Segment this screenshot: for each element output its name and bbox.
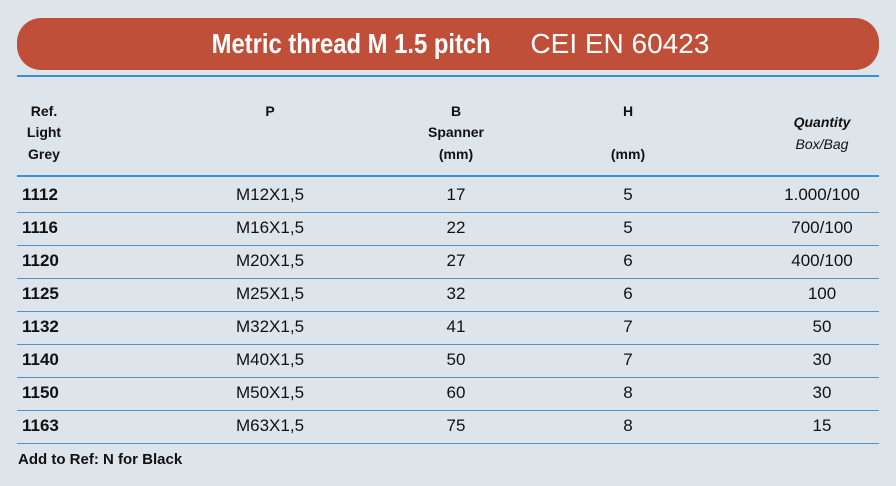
cell: 15 (812, 416, 832, 435)
cell: 41 (446, 317, 466, 336)
ref-cell: 1163 (22, 416, 59, 435)
column-header: Box/Bag (795, 136, 849, 152)
cell: M16X1,5 (235, 218, 305, 237)
standard: CEI EN 60423 (530, 28, 710, 59)
cell: M63X1,5 (235, 416, 305, 435)
cell: M32X1,5 (235, 317, 305, 336)
cell: 8 (623, 416, 633, 435)
ref-cell: 1150 (22, 383, 59, 402)
rule (17, 175, 879, 177)
cell: 30 (812, 350, 832, 369)
rule (17, 75, 879, 77)
column-header: B (450, 103, 462, 119)
row-separator (17, 311, 879, 312)
row-separator (17, 410, 879, 411)
cell: 30 (812, 383, 832, 402)
cell: 60 (446, 383, 466, 402)
row-separator (17, 443, 879, 444)
column-header: Spanner (427, 124, 485, 140)
row-separator (17, 245, 879, 246)
column-header: Quantity (793, 114, 851, 130)
cell: M25X1,5 (235, 284, 305, 303)
column-header: Ref. (30, 103, 58, 119)
ref-cell: 1125 (22, 284, 59, 303)
footer-note: Add to Ref: N for Black (18, 451, 183, 468)
cell: 1.000/100 (784, 185, 860, 204)
row-separator (17, 212, 879, 213)
cell: 7 (623, 317, 633, 336)
cell: M20X1,5 (235, 251, 305, 270)
column-header: Light (26, 124, 62, 140)
cell: 5 (623, 185, 633, 204)
cell: M12X1,5 (235, 185, 305, 204)
ref-cell: 1132 (22, 317, 59, 336)
row-separator (17, 377, 879, 378)
ref-cell: 1120 (22, 251, 59, 270)
title-banner: Metric thread M 1.5 pitch CEI EN 60423 (17, 18, 879, 70)
cell: 7 (623, 350, 633, 369)
cell: M50X1,5 (235, 383, 305, 402)
cell: 6 (623, 284, 633, 303)
column-header: H (622, 103, 634, 119)
ref-cell: 1140 (22, 350, 59, 369)
cell: 75 (446, 416, 466, 435)
cell: 32 (446, 284, 466, 303)
cell: 100 (807, 284, 837, 303)
title: Metric thread M 1.5 pitch (211, 28, 491, 59)
cell: M40X1,5 (235, 350, 305, 369)
cell: 17 (446, 185, 466, 204)
column-header: P (265, 103, 275, 119)
cell: 6 (623, 251, 633, 270)
row-separator (17, 278, 879, 279)
column-header: (mm) (438, 146, 474, 162)
cell: 22 (446, 218, 466, 237)
ref-cell: 1116 (22, 218, 58, 237)
cell: 50 (812, 317, 832, 336)
cell: 5 (623, 218, 633, 237)
cell: 27 (446, 251, 466, 270)
column-header: Grey (28, 146, 60, 162)
row-separator (17, 344, 879, 345)
column-header: (mm) (610, 146, 646, 162)
cell: 700/100 (791, 218, 853, 237)
cell: 50 (446, 350, 466, 369)
cell: 400/100 (791, 251, 853, 270)
ref-cell: 1112 (22, 185, 58, 204)
cell: 8 (623, 383, 633, 402)
